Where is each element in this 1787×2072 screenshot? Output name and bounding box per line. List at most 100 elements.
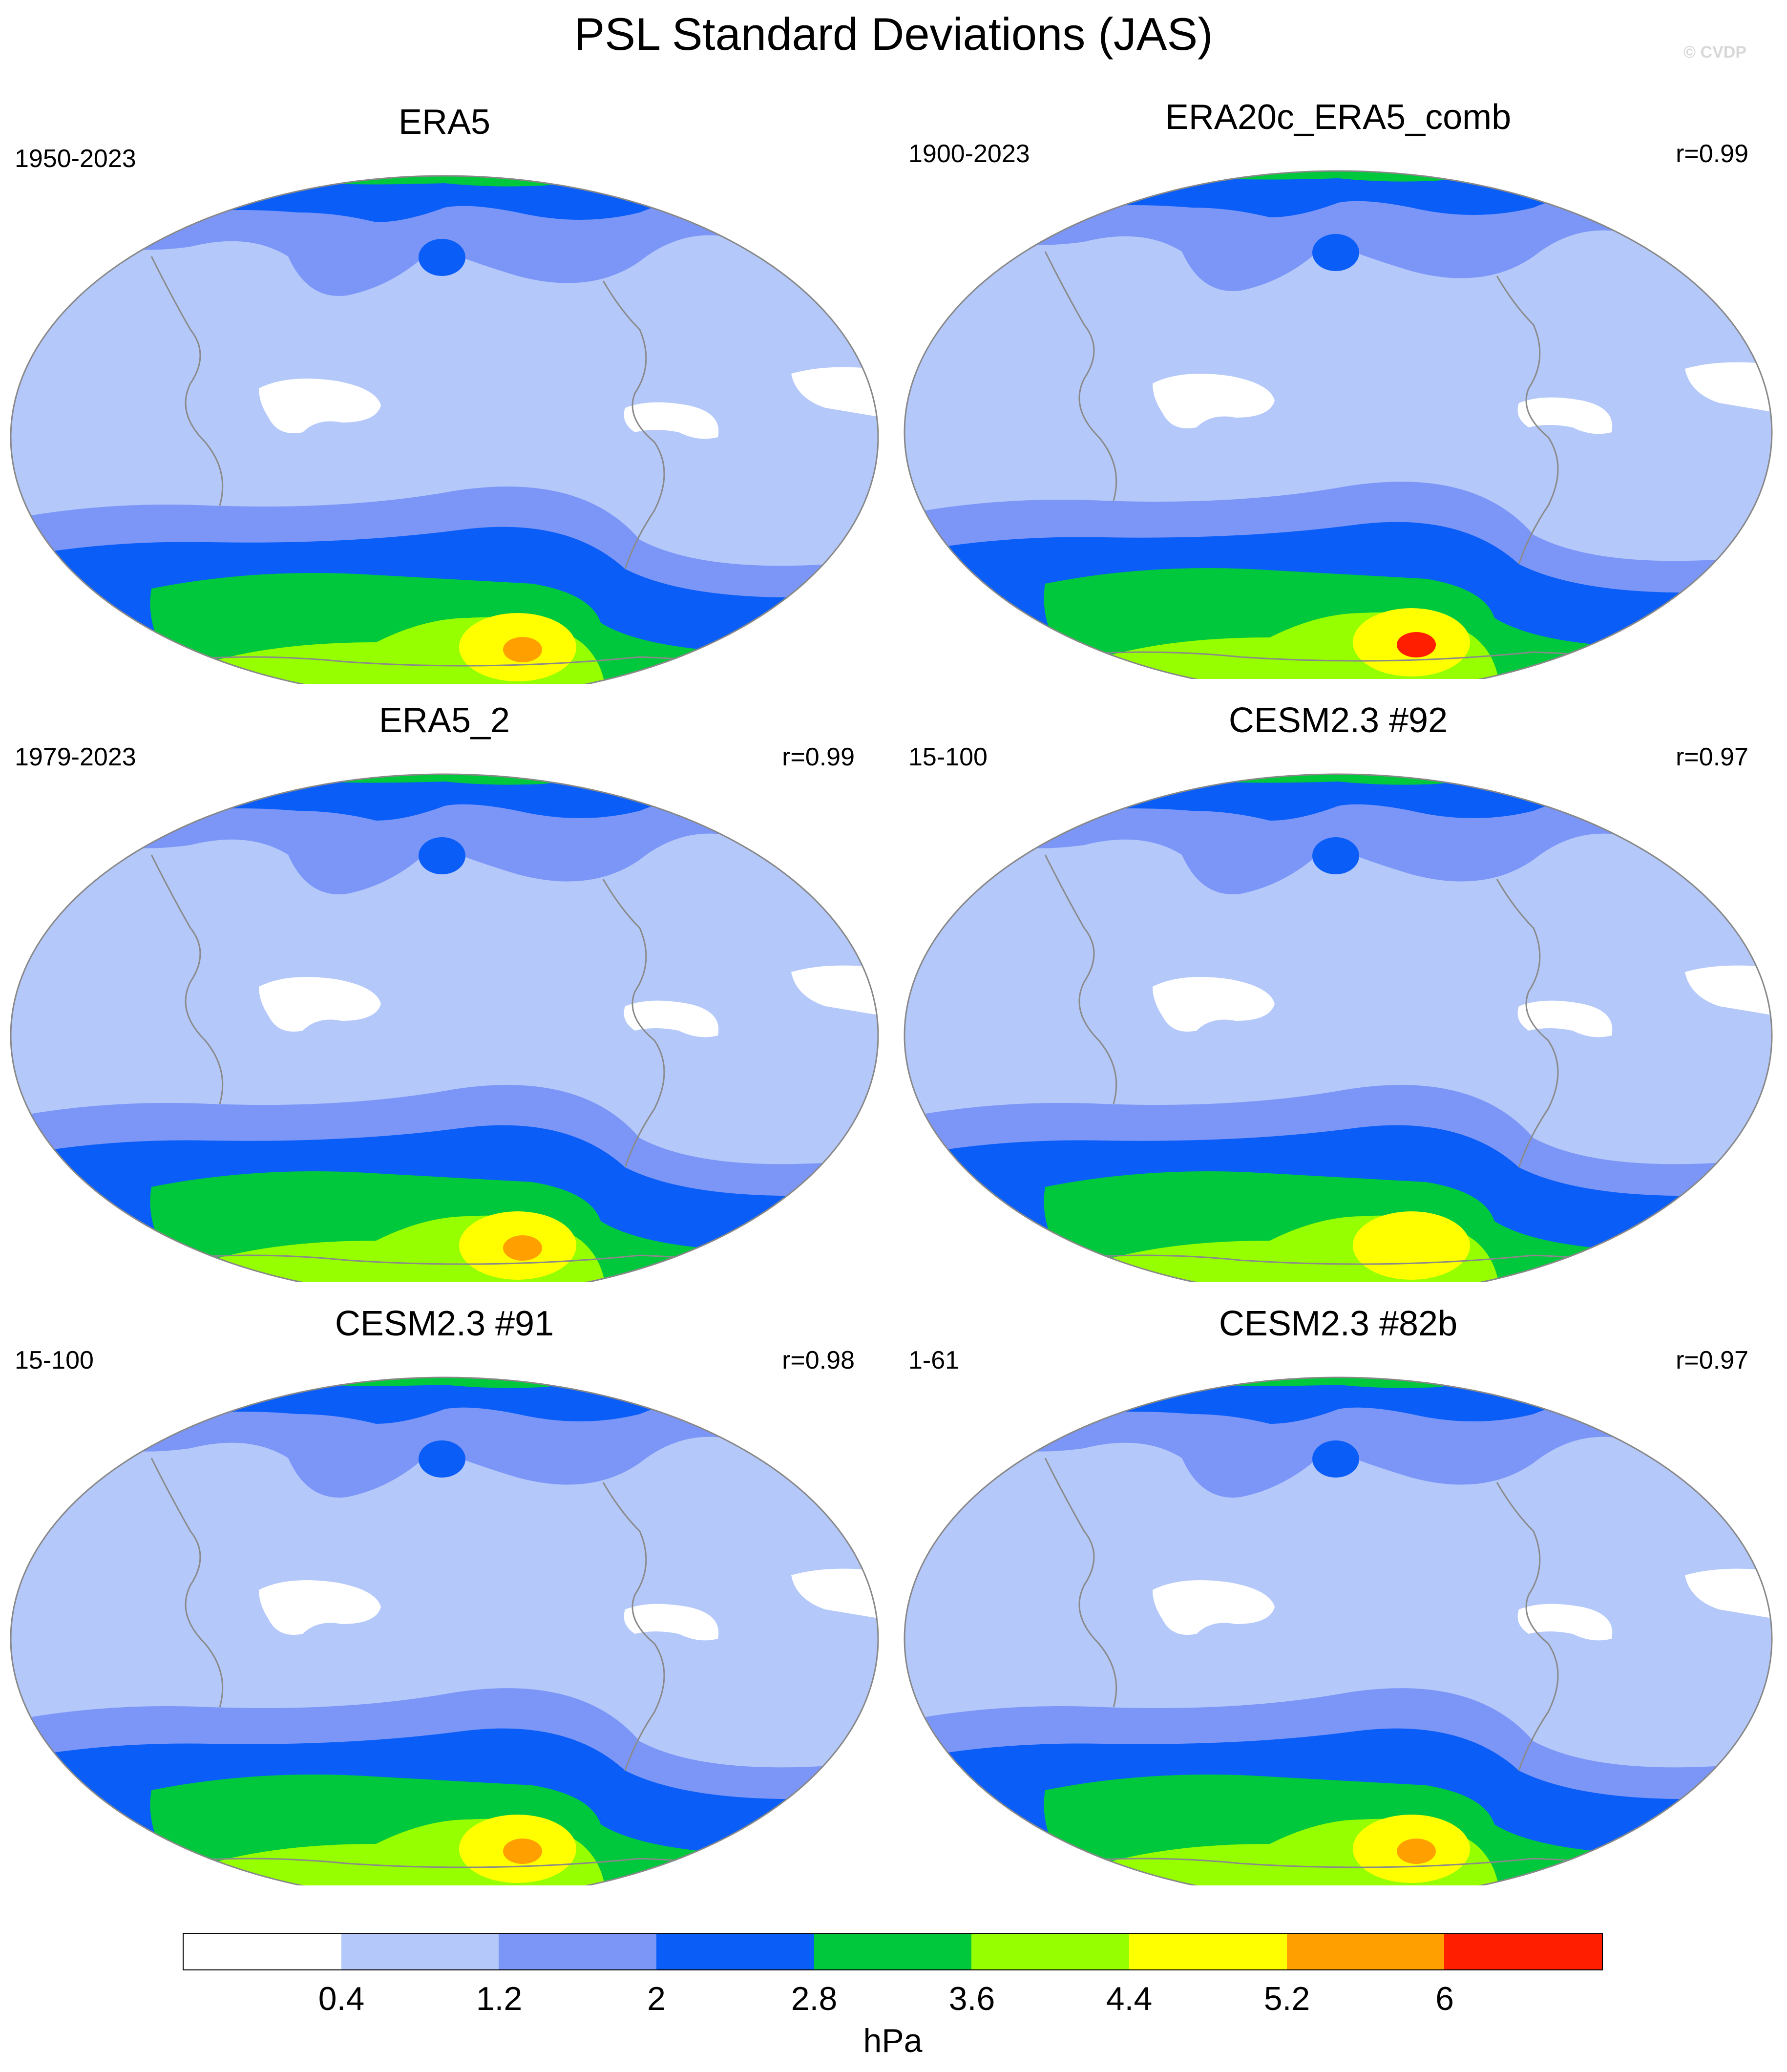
colorbar-box-4 bbox=[814, 1934, 972, 1969]
psl-contours bbox=[904, 171, 1772, 679]
map-boundary bbox=[10, 175, 879, 684]
panel-correlation: r=0.98 bbox=[782, 1346, 855, 1374]
coastline-americas bbox=[1496, 879, 1559, 1168]
psl-map-svg bbox=[10, 1376, 879, 1885]
panel-title: CESM2.3 #82b bbox=[1219, 1304, 1458, 1343]
contour-level-0 bbox=[1685, 1568, 1772, 1619]
figure-title: PSL Standard Deviations (JAS) bbox=[574, 8, 1213, 60]
colorbar-box-2 bbox=[499, 1934, 657, 1969]
map-boundary bbox=[904, 170, 1773, 679]
coastline-asia-australia bbox=[1044, 854, 1117, 1104]
contour-level-0 bbox=[1517, 1000, 1613, 1037]
contour-level-0 bbox=[259, 379, 381, 433]
contour-core bbox=[1397, 1235, 1436, 1261]
psl-map-svg bbox=[904, 170, 1773, 679]
psl-contours bbox=[11, 774, 878, 1282]
panel-correlation: r=0.99 bbox=[782, 743, 855, 771]
panel-period: 1950-2023 bbox=[15, 145, 136, 173]
coastline-asia-australia bbox=[1044, 251, 1117, 501]
colorbar-tick: 3.6 bbox=[948, 1980, 995, 2017]
colorbar-tick: 0.4 bbox=[318, 1980, 365, 2017]
contour-core bbox=[1397, 1839, 1436, 1864]
coastline-americas bbox=[602, 280, 665, 570]
contour-level-0 bbox=[791, 367, 878, 418]
panel-correlation: r=0.99 bbox=[1676, 140, 1748, 168]
contour-level-0 bbox=[624, 1000, 719, 1037]
psl-contours bbox=[11, 176, 878, 684]
contour-level-0 bbox=[1517, 1604, 1613, 1641]
coastline-asia-australia bbox=[150, 854, 224, 1104]
colorbar-tick: 2 bbox=[647, 1980, 666, 2017]
coastline-asia-australia bbox=[1044, 1458, 1117, 1708]
panel-title: CESM2.3 #92 bbox=[1228, 701, 1448, 740]
watermark: © CVDP bbox=[1683, 43, 1746, 62]
coastline-asia-australia bbox=[150, 1458, 224, 1708]
map-panel-era5: ERA5 1950-2023 bbox=[5, 100, 884, 684]
map-panel-era20c-era5-comb: ERA20c_ERA5_comb 1900-2023 r=0.99 bbox=[899, 95, 1778, 679]
contour-level-3 bbox=[1312, 234, 1359, 271]
contour-core bbox=[503, 1235, 542, 1261]
coastline-americas bbox=[1496, 1482, 1559, 1771]
contour-level-0 bbox=[1517, 397, 1613, 434]
contour-level-0 bbox=[791, 965, 878, 1016]
panel-period: 1-61 bbox=[908, 1346, 960, 1374]
colorbar-tick: 4.4 bbox=[1106, 1980, 1153, 2017]
map-boundary bbox=[904, 1376, 1773, 1885]
panel-period: 1900-2023 bbox=[908, 140, 1030, 168]
contour-level-0 bbox=[624, 1604, 719, 1641]
colorbar-tick: 2.8 bbox=[791, 1980, 838, 2017]
psl-contours bbox=[11, 1377, 878, 1885]
panel-title: ERA5 bbox=[398, 103, 491, 142]
psl-map-svg bbox=[10, 773, 879, 1282]
panel-correlation: r=0.97 bbox=[1676, 1346, 1748, 1374]
colorbar-tick: 5.2 bbox=[1263, 1980, 1310, 2017]
contour-level-0 bbox=[1153, 1580, 1275, 1635]
colorbar-box-3 bbox=[656, 1934, 814, 1969]
map-panel-era5-2: ERA5_2 1979-2023 r=0.99 bbox=[5, 698, 884, 1282]
psl-map-svg bbox=[904, 1376, 1773, 1885]
panel-title: ERA20c_ERA5_comb bbox=[1165, 98, 1512, 137]
panel-title: CESM2.3 #91 bbox=[335, 1304, 554, 1343]
psl-map-svg bbox=[10, 175, 879, 684]
colorbar-box-0 bbox=[184, 1934, 341, 1969]
coastline-americas bbox=[602, 879, 665, 1168]
psl-contours bbox=[904, 774, 1772, 1282]
contour-core bbox=[503, 1839, 542, 1864]
coastline-asia-australia bbox=[150, 256, 224, 506]
contour-level-0 bbox=[791, 1568, 878, 1619]
contour-level-0 bbox=[1153, 977, 1275, 1032]
colorbar-box-6 bbox=[1129, 1934, 1287, 1969]
colorbar-tick: 1.2 bbox=[476, 1980, 523, 2017]
colorbar-box-8 bbox=[1444, 1934, 1602, 1969]
colorbar-box-1 bbox=[341, 1934, 499, 1969]
contour-core bbox=[503, 637, 542, 662]
coastline-americas bbox=[602, 1482, 665, 1771]
contour-level-3 bbox=[419, 239, 465, 276]
coastline-americas bbox=[1496, 275, 1559, 565]
panel-period: 1979-2023 bbox=[15, 743, 136, 771]
contour-core bbox=[1397, 632, 1436, 657]
psl-map-svg bbox=[904, 773, 1773, 1282]
panel-period: 15-100 bbox=[908, 743, 988, 771]
panel-correlation: r=0.97 bbox=[1676, 743, 1748, 771]
colorbar-legend: 0.4 1.2 2 2.8 3.6 4.4 5.2 6 hPa bbox=[183, 1933, 1603, 2072]
map-panel-cesm23-92: CESM2.3 #92 15-100 r=0.97 bbox=[899, 698, 1778, 1282]
colorbar-boxes bbox=[183, 1933, 1603, 1970]
colorbar-box-5 bbox=[971, 1934, 1130, 1969]
contour-level-0 bbox=[1685, 965, 1772, 1016]
contour-level-3 bbox=[419, 837, 465, 874]
psl-contours bbox=[904, 1377, 1772, 1885]
contour-level-3 bbox=[1312, 837, 1359, 874]
panel-period: 15-100 bbox=[15, 1346, 94, 1374]
map-boundary bbox=[10, 773, 879, 1282]
colorbar-box-7 bbox=[1286, 1934, 1445, 1969]
colorbar-units: hPa bbox=[863, 2022, 923, 2059]
contour-level-0 bbox=[1153, 374, 1275, 428]
contour-level-3 bbox=[1312, 1440, 1359, 1478]
map-panel-cesm23-91: CESM2.3 #91 15-100 r=0.98 bbox=[5, 1302, 884, 1885]
map-panel-cesm23-82b: CESM2.3 #82b 1-61 r=0.97 bbox=[899, 1302, 1778, 1885]
contour-level-0 bbox=[624, 402, 719, 439]
colorbar-tick: 6 bbox=[1435, 1980, 1454, 2017]
contour-level-0 bbox=[259, 1580, 381, 1635]
contour-level-3 bbox=[419, 1440, 465, 1478]
